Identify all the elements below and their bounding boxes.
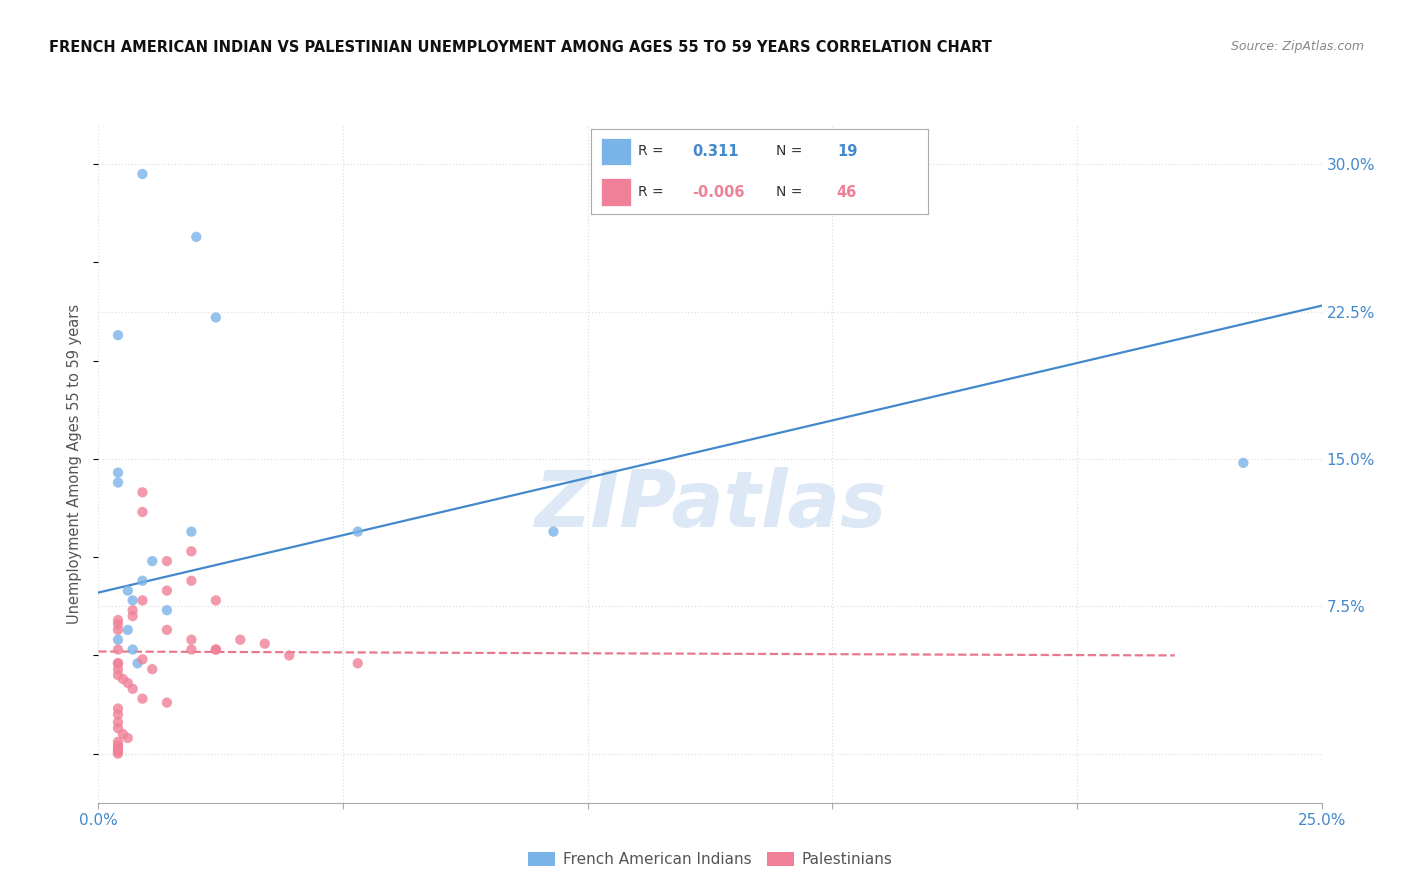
Point xyxy=(346,657,368,671)
Legend: French American Indians, Palestinians: French American Indians, Palestinians xyxy=(522,846,898,873)
Text: ZIPatlas: ZIPatlas xyxy=(534,467,886,542)
Point xyxy=(180,524,202,539)
Text: 19: 19 xyxy=(837,144,858,159)
Point xyxy=(107,662,129,676)
Point xyxy=(107,466,129,480)
Point xyxy=(117,731,139,745)
Point xyxy=(107,740,129,755)
Point xyxy=(107,735,129,749)
Y-axis label: Unemployment Among Ages 55 to 59 years: Unemployment Among Ages 55 to 59 years xyxy=(67,304,83,624)
Point xyxy=(205,310,228,325)
Point xyxy=(121,642,143,657)
Point xyxy=(107,617,129,632)
Point xyxy=(131,505,153,519)
Text: FRENCH AMERICAN INDIAN VS PALESTINIAN UNEMPLOYMENT AMONG AGES 55 TO 59 YEARS COR: FRENCH AMERICAN INDIAN VS PALESTINIAN UN… xyxy=(49,40,993,55)
Point xyxy=(180,574,202,588)
Point xyxy=(186,230,208,244)
Point xyxy=(121,593,143,607)
Point xyxy=(205,642,228,657)
Point xyxy=(141,662,163,676)
Point xyxy=(131,485,153,500)
Point xyxy=(107,743,129,757)
FancyBboxPatch shape xyxy=(600,178,631,206)
Point xyxy=(156,603,179,617)
Point xyxy=(107,613,129,627)
Text: N =: N = xyxy=(776,145,803,159)
Point xyxy=(107,668,129,682)
Point xyxy=(127,657,149,671)
Point xyxy=(111,727,134,741)
Point xyxy=(131,167,153,181)
FancyBboxPatch shape xyxy=(600,138,631,165)
Point xyxy=(107,707,129,722)
Point xyxy=(131,593,153,607)
Point xyxy=(156,696,179,710)
Point xyxy=(180,642,202,657)
Point xyxy=(131,652,153,666)
Point xyxy=(107,328,129,343)
Point xyxy=(107,747,129,761)
Point xyxy=(346,524,368,539)
Text: N =: N = xyxy=(776,185,803,199)
Point xyxy=(141,554,163,568)
Point xyxy=(107,701,129,715)
Point xyxy=(117,676,139,690)
Point xyxy=(180,632,202,647)
Point xyxy=(131,691,153,706)
Point xyxy=(543,524,565,539)
Point xyxy=(111,672,134,686)
Point xyxy=(121,681,143,696)
Point xyxy=(107,632,129,647)
Point xyxy=(107,657,129,671)
Point xyxy=(205,642,228,657)
Point xyxy=(107,739,129,753)
Text: -0.006: -0.006 xyxy=(692,185,744,200)
Point xyxy=(156,623,179,637)
Point xyxy=(107,475,129,490)
Point xyxy=(107,715,129,730)
Text: R =: R = xyxy=(638,145,664,159)
Point xyxy=(117,583,139,598)
Point xyxy=(229,632,252,647)
Point xyxy=(121,609,143,624)
Point xyxy=(107,721,129,735)
Text: 0.311: 0.311 xyxy=(692,144,738,159)
Point xyxy=(117,623,139,637)
Point xyxy=(205,593,228,607)
Point xyxy=(1232,456,1254,470)
Text: R =: R = xyxy=(638,185,664,199)
Point xyxy=(107,745,129,759)
Point xyxy=(278,648,301,663)
Point xyxy=(180,544,202,558)
Point xyxy=(107,657,129,671)
Text: 46: 46 xyxy=(837,185,858,200)
Point xyxy=(156,583,179,598)
Point xyxy=(107,642,129,657)
Text: Source: ZipAtlas.com: Source: ZipAtlas.com xyxy=(1230,40,1364,54)
Point xyxy=(156,554,179,568)
Point xyxy=(121,603,143,617)
Point xyxy=(131,574,153,588)
Point xyxy=(107,623,129,637)
Point xyxy=(253,637,276,651)
